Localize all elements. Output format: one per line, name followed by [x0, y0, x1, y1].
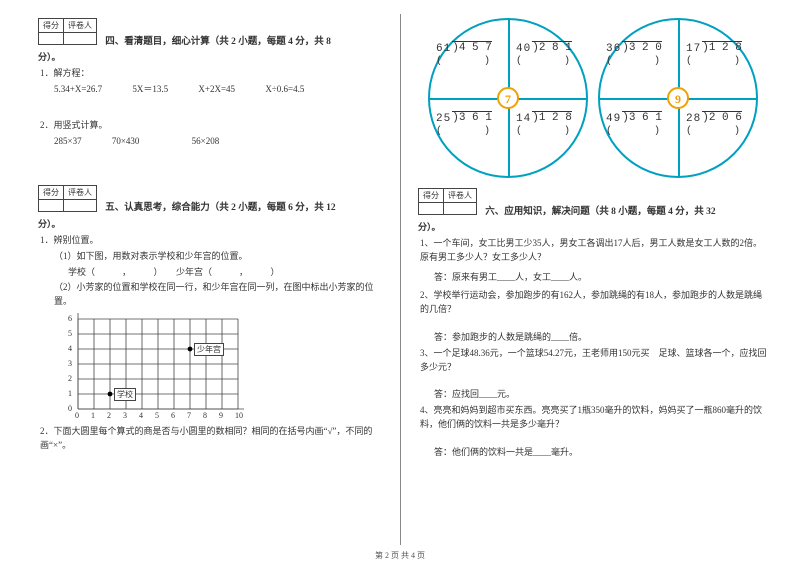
eq: X÷0.6=4.5 — [265, 83, 304, 97]
q6-4: 4、亮亮和妈妈到超市买东西。亮亮买了1瓶350毫升的饮料，妈妈买了一瓶860毫升… — [420, 404, 770, 432]
right-column: 7 9 61)4 5 7( ) 40)2 8 1( ) 25)3 6 1( ) 14)… — [400, 0, 800, 540]
q5-2: 2．下面大圆里每个算式的商是否与小圆里的数相同？相同的在括号内画“√”，不同的画… — [40, 425, 386, 453]
eq: 5.34+X=26.7 — [54, 83, 102, 97]
page-number: 第 2 页 共 4 页 — [0, 550, 800, 561]
a6-2: 答：参加跑步的人数是跳绳的____倍。 — [434, 331, 770, 345]
section5-title-tail: 分）。 — [38, 218, 386, 232]
eq: 70×430 — [112, 135, 140, 149]
section6-title-tail: 分）。 — [418, 221, 770, 235]
section6-header: 得分 评卷人 六、应用知识，解决问题（共 8 小题，每题 4 分，共 32 — [418, 188, 770, 219]
q6-1: 1、一个车间，女工比男工少35人，男女工各调出17人后，男工人数是女工人数的2倍… — [420, 237, 770, 265]
section5-title: 五、认真思考，综合能力（共 2 小题，每题 6 分，共 12 — [105, 201, 335, 215]
section6-title: 六、应用知识，解决问题（共 8 小题，每题 4 分，共 32 — [485, 205, 715, 219]
q4-2-eqs: 285×37 70×430 56×208 — [54, 135, 386, 149]
section4-title-tail: 分）。 — [38, 51, 386, 65]
section5-header: 得分 评卷人 五、认真思考，综合能力（共 2 小题，每题 6 分，共 12 — [38, 185, 386, 216]
eq: 285×37 — [54, 135, 82, 149]
grader-blank — [444, 203, 477, 215]
score-label: 得分 — [39, 185, 64, 199]
eq: 5X＝13.5 — [132, 83, 168, 97]
grader-blank — [64, 199, 97, 211]
division-expr: 14)1 2 8( ) — [516, 112, 588, 137]
score-label: 得分 — [39, 19, 64, 33]
grid-chart: 0123456789100123456学校少年宫 — [58, 311, 248, 421]
q6-2: 2、学校举行运动会，参加跑步的有162人，参加跳绳的有18人，参加跑步的人数是跳… — [420, 289, 770, 317]
score-box: 得分 评卷人 — [38, 18, 97, 45]
score-blank — [39, 199, 64, 211]
column-divider — [400, 14, 401, 545]
score-label: 得分 — [419, 189, 444, 203]
section5-content: 1．辨别位置。 （1）如下图，用数对表示学校和少年宫的位置。 学校（ ， ） 少… — [40, 234, 386, 454]
q6-3: 3、一个足球48.36元，一个篮球54.27元，王老师用150元买 足球、篮球各… — [420, 347, 770, 375]
a6-3: 答：应找回____元。 — [434, 388, 770, 402]
division-expr: 25)3 6 1( ) — [436, 112, 508, 137]
q4-1: 1．解方程： — [40, 67, 386, 81]
circle-2-center: 9 — [667, 87, 689, 109]
circle-puzzle: 7 9 61)4 5 7( ) 40)2 8 1( ) 25)3 6 1( ) 14)… — [424, 18, 764, 178]
score-box: 得分 评卷人 — [38, 185, 97, 212]
grid-svg — [58, 311, 248, 421]
score-box: 得分 评卷人 — [418, 188, 477, 215]
division-expr: 61)4 5 7( ) — [436, 42, 508, 67]
grader-label: 评卷人 — [64, 19, 97, 33]
division-expr: 49)3 6 1( ) — [606, 112, 678, 137]
section4-header: 得分 评卷人 四、看清题目，细心计算（共 2 小题，每题 4 分，共 8 — [38, 18, 386, 49]
q4-2: 2．用竖式计算。 — [40, 119, 386, 133]
division-expr: 36)3 2 0( ) — [606, 42, 678, 67]
division-expr: 28)2 0 6( ) — [686, 112, 758, 137]
grader-label: 评卷人 — [444, 189, 477, 203]
a6-4: 答：他们俩的饮料一共是____毫升。 — [434, 446, 770, 460]
q5-1a: （1）如下图，用数对表示学校和少年宫的位置。 — [54, 250, 386, 264]
section6-content: 1、一个车间，女工比男工少35人，男女工各调出17人后，男工人数是女工人数的2倍… — [420, 237, 770, 460]
q4-1-eqs: 5.34+X=26.7 5X＝13.5 X+2X=45 X÷0.6=4.5 — [54, 83, 386, 97]
score-blank — [419, 203, 444, 215]
circle-1-center: 7 — [497, 87, 519, 109]
grader-label: 评卷人 — [64, 185, 97, 199]
eq: 56×208 — [192, 135, 220, 149]
q5-1: 1．辨别位置。 — [40, 234, 386, 248]
a6-1: 答：原来有男工____人，女工____人。 — [434, 271, 770, 285]
score-blank — [39, 33, 64, 45]
grader-blank — [64, 33, 97, 45]
division-expr: 17)1 2 8( ) — [686, 42, 758, 67]
q5-1b: （2）小芳家的位置和学校在同一行，和少年宫在同一列，在图中标出小芳家的位置。 — [54, 281, 386, 309]
section4-title: 四、看清题目，细心计算（共 2 小题，每题 4 分，共 8 — [105, 35, 331, 49]
section4-content: 1．解方程： 5.34+X=26.7 5X＝13.5 X+2X=45 X÷0.6… — [40, 67, 386, 149]
division-expr: 40)2 8 1( ) — [516, 42, 588, 67]
q5-1a-line: 学校（ ， ） 少年宫（ ， ） — [68, 266, 386, 280]
left-column: 得分 评卷人 四、看清题目，细心计算（共 2 小题，每题 4 分，共 8 分）。… — [0, 0, 400, 540]
eq: X+2X=45 — [198, 83, 235, 97]
